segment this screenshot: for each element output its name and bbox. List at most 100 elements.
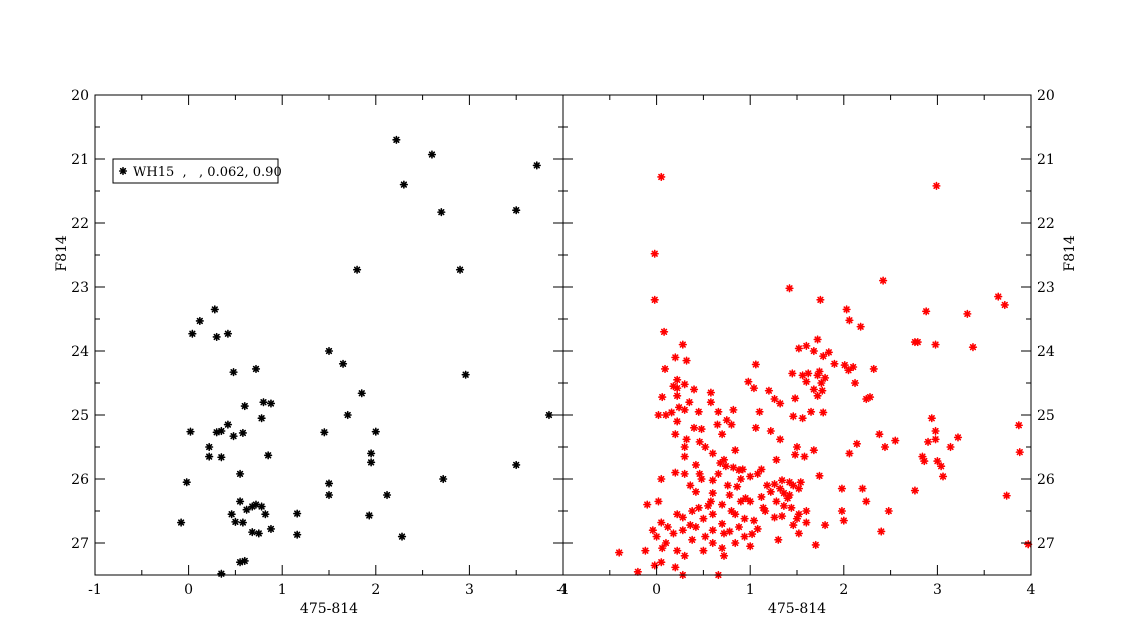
right-data-point	[761, 506, 770, 516]
right-data-point	[689, 423, 699, 432]
y-tick-label: 20	[71, 88, 89, 104]
right-data-point	[708, 476, 717, 485]
right-data-point	[732, 482, 742, 491]
right-data-point	[718, 500, 727, 509]
legend-asterisk-icon	[118, 166, 128, 176]
right-data-point	[850, 378, 860, 388]
right-data-point	[815, 471, 824, 480]
right-data-point	[933, 456, 942, 466]
right-data-point	[661, 538, 671, 548]
y-tick-label: 20	[1037, 88, 1055, 104]
left-data-point	[544, 410, 554, 420]
right-data-point	[844, 366, 853, 375]
right-data-point	[766, 487, 775, 496]
right-data-point	[658, 392, 667, 402]
left-data-point	[235, 469, 245, 478]
right-data-point	[703, 501, 713, 510]
right-data-point	[714, 469, 723, 478]
left-data-point	[257, 414, 266, 423]
right-data-point	[729, 405, 738, 414]
right-data-point	[694, 407, 703, 416]
right-data-point	[755, 407, 764, 416]
right-data-point	[718, 544, 727, 553]
right-data-point	[804, 369, 813, 378]
right-data-point	[660, 364, 670, 374]
right-data-point	[820, 520, 830, 530]
left-data-point	[266, 524, 276, 534]
right-data-point	[643, 500, 652, 509]
right-data-point	[840, 360, 849, 370]
right-data-point	[837, 506, 847, 516]
right-data-point	[824, 348, 833, 357]
left-data-point	[439, 474, 448, 484]
right-data-point	[657, 558, 666, 567]
right-data-point	[746, 472, 755, 481]
right-data-point	[689, 385, 699, 394]
right-data-point	[701, 532, 710, 541]
x-tick-label: 0	[184, 582, 193, 598]
right-data-point	[678, 526, 687, 535]
right-data-point	[721, 462, 730, 471]
right-data-point	[671, 468, 680, 477]
right-data-point	[862, 497, 871, 506]
right-data-point	[869, 364, 878, 374]
right-data-point	[751, 360, 760, 369]
right-data-point	[673, 384, 682, 393]
right-data-point	[650, 249, 659, 258]
right-data-point	[776, 399, 785, 408]
right-data-point	[802, 506, 811, 516]
right-data-point	[731, 446, 740, 455]
right-data-point	[648, 526, 657, 535]
right-data-point	[927, 414, 936, 423]
right-data-point	[922, 307, 931, 316]
right-data-point	[654, 410, 663, 420]
right-data-point	[671, 563, 680, 572]
right-data-point	[809, 446, 818, 455]
left-data-point	[248, 528, 257, 537]
right-data-point	[862, 394, 871, 404]
right-data-point	[794, 529, 803, 538]
right-data-point	[770, 480, 779, 489]
right-data-point	[708, 510, 717, 519]
right-data-point	[699, 546, 708, 555]
right-data-point	[849, 362, 858, 372]
right-data-point	[734, 522, 744, 532]
right-data-point	[725, 527, 734, 536]
y-tick-label: 27	[71, 536, 89, 552]
right-data-point	[652, 532, 661, 541]
left-data-point	[217, 453, 226, 462]
right-data-point	[680, 442, 689, 452]
y-tick-label: 24	[71, 344, 89, 360]
right-data-point	[729, 463, 738, 472]
right-data-point	[673, 417, 682, 426]
right-data-point	[931, 426, 940, 436]
right-data-point	[830, 359, 839, 368]
left-data-point	[367, 449, 376, 458]
left-y-axis-label: F814	[54, 235, 70, 272]
x-tick-label: 2	[371, 582, 380, 598]
right-data-point	[615, 548, 624, 557]
right-data-point	[723, 481, 732, 490]
right-data-point	[673, 375, 682, 384]
right-data-point	[820, 373, 830, 382]
x-tick-label: 3	[465, 582, 474, 598]
right-data-point	[673, 546, 682, 555]
left-data-point	[257, 502, 266, 511]
right-data-point	[731, 538, 740, 548]
right-data-point	[708, 526, 717, 535]
right-data-point	[776, 435, 785, 444]
right-data-point	[686, 481, 695, 490]
right-data-point	[641, 546, 650, 555]
right-data-point	[663, 522, 672, 532]
right-data-point	[701, 442, 710, 452]
right-data-point	[691, 522, 701, 532]
right-data-point	[706, 398, 715, 407]
right-data-point	[744, 377, 753, 386]
right-data-point	[819, 408, 828, 417]
right-data-point	[719, 551, 729, 560]
right-data-point	[713, 420, 722, 429]
y-tick-label: 25	[1037, 408, 1055, 424]
right-data-point	[1000, 300, 1009, 310]
right-data-point	[794, 344, 803, 353]
